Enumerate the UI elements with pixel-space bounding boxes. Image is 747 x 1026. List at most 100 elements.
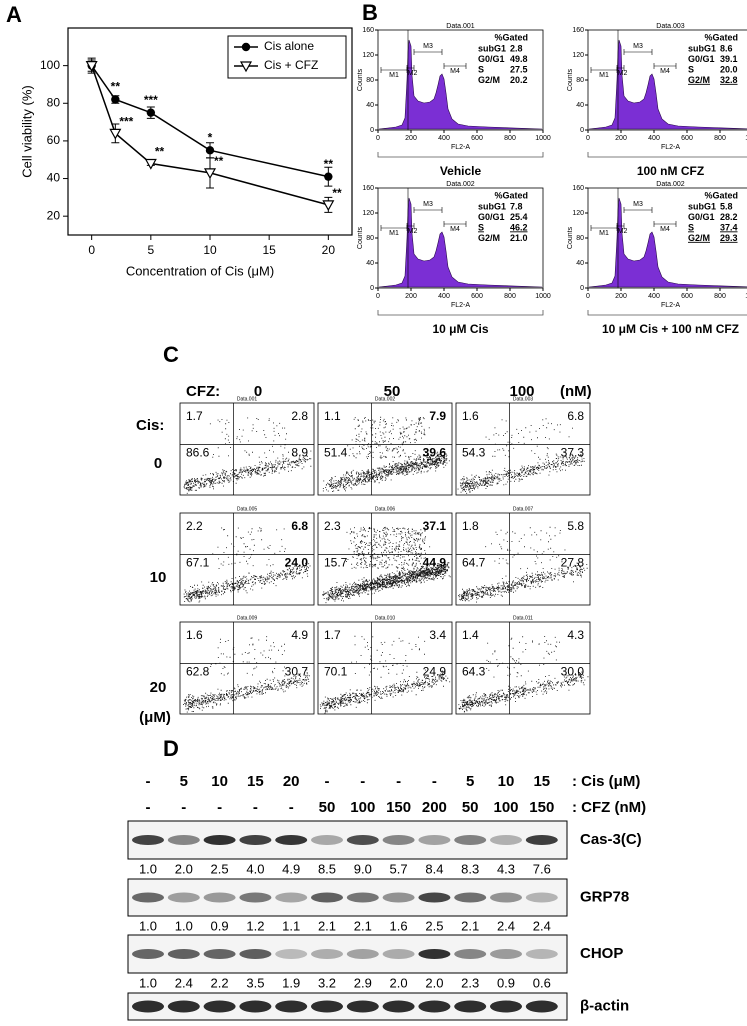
quadrant-value: 1.7 bbox=[186, 409, 203, 423]
cfz-dose: 100 bbox=[350, 799, 375, 816]
cis-label: Cis: bbox=[136, 417, 164, 434]
plot-frame bbox=[317, 621, 453, 715]
phase-value: 20.0 bbox=[720, 64, 738, 74]
band-quant: 2.5 bbox=[211, 861, 229, 876]
y-axis-label: Counts bbox=[567, 68, 574, 91]
band bbox=[454, 1000, 487, 1013]
band bbox=[275, 949, 308, 959]
band-quant: 2.5 bbox=[425, 918, 443, 933]
plot-title: Data.011 bbox=[513, 615, 533, 621]
y-tick-label: 40 bbox=[47, 171, 61, 185]
y-tick-label: 20 bbox=[47, 208, 61, 222]
panel-label: B bbox=[362, 0, 378, 25]
plot-title: Data.002 bbox=[375, 396, 396, 402]
phase-name: S bbox=[478, 64, 484, 74]
event-dots bbox=[183, 527, 311, 603]
quadrant-lines bbox=[180, 622, 314, 714]
band bbox=[525, 835, 558, 845]
phase-value: 5.8 bbox=[720, 201, 733, 211]
gate-label: M2 bbox=[618, 70, 628, 77]
phase-value: 27.5 bbox=[510, 64, 528, 74]
phase-name: S bbox=[478, 222, 484, 232]
legend-box bbox=[227, 35, 347, 79]
cis-row-label: : Cis (μM) bbox=[572, 773, 640, 790]
x-tick-label: 0 bbox=[88, 243, 95, 257]
cfz-level: 100 bbox=[509, 383, 534, 400]
x-tick-label: 400 bbox=[438, 135, 450, 142]
plot-frame bbox=[179, 621, 315, 715]
band-quant: 1.0 bbox=[139, 861, 157, 876]
gate-label: M4 bbox=[660, 226, 670, 233]
x-tick-label: 800 bbox=[714, 135, 726, 142]
band-quant: 2.1 bbox=[461, 918, 479, 933]
band-quant: 3.2 bbox=[318, 975, 336, 990]
band-quant: 1.0 bbox=[139, 975, 157, 990]
gate-label: M3 bbox=[633, 201, 643, 208]
gate-label: M1 bbox=[599, 230, 609, 237]
cfz-level: 50 bbox=[384, 383, 401, 400]
band bbox=[454, 949, 487, 959]
band-quant: 7.6 bbox=[533, 861, 551, 876]
y-tick-label: 160 bbox=[572, 185, 584, 192]
gated-title: %Gated bbox=[494, 32, 528, 42]
cis-level: 10 bbox=[150, 569, 167, 586]
quadrant-value: 27.8 bbox=[561, 556, 585, 570]
y-tick-label: 0 bbox=[370, 127, 374, 134]
y-tick-label: 80 bbox=[576, 235, 584, 242]
condition-label: Vehicle bbox=[440, 164, 482, 178]
significance: * bbox=[208, 130, 213, 144]
phase-name: G2/M bbox=[688, 75, 710, 85]
band bbox=[167, 892, 200, 903]
cfz-dose: 150 bbox=[386, 799, 411, 816]
cfz-dose: - bbox=[289, 799, 294, 816]
phase-name: G0/G1 bbox=[478, 212, 505, 222]
gated-title: %Gated bbox=[704, 190, 738, 200]
quadrant-value: 24.0 bbox=[285, 556, 309, 570]
band-quant: 1.1 bbox=[282, 918, 300, 933]
cfz-dose: 200 bbox=[422, 799, 447, 816]
band bbox=[346, 835, 379, 845]
phase-value: 20.2 bbox=[510, 75, 528, 85]
legend-label: Cis alone bbox=[264, 39, 314, 53]
x-tick-label: 0 bbox=[376, 293, 380, 300]
plot-frame bbox=[179, 512, 315, 606]
point bbox=[322, 200, 335, 212]
point bbox=[111, 95, 120, 104]
band-quant: 3.5 bbox=[246, 975, 264, 990]
gate-label: M1 bbox=[389, 72, 399, 79]
cfz-dose: 50 bbox=[462, 799, 479, 816]
plot-frame bbox=[455, 402, 591, 496]
gate-marker bbox=[413, 49, 443, 55]
x-tick-label: 0 bbox=[586, 293, 590, 300]
y-tick-label: 40 bbox=[576, 260, 584, 267]
plot-title: Data.010 bbox=[375, 615, 396, 621]
point bbox=[205, 146, 215, 155]
y-tick-label: 40 bbox=[366, 260, 374, 267]
cis-dose: 5 bbox=[466, 773, 474, 790]
significance: ** bbox=[111, 80, 121, 94]
x-tick-label: 600 bbox=[681, 135, 693, 142]
x-tick-label: 1000 bbox=[745, 293, 747, 300]
y-axis-label: Counts bbox=[357, 68, 364, 91]
condition-label: 10 μM Cis + 100 nM CFZ bbox=[602, 322, 739, 336]
gate-marker bbox=[406, 65, 415, 71]
gate-label: M3 bbox=[423, 201, 433, 208]
band-quant: 8.5 bbox=[318, 861, 336, 876]
band bbox=[239, 1000, 272, 1013]
phase-value: 46.2 bbox=[510, 222, 528, 232]
band-quant: 1.9 bbox=[282, 975, 300, 990]
plot-title: Data.002 bbox=[446, 181, 475, 188]
y-axis-label: Counts bbox=[357, 226, 364, 249]
quadrant-lines bbox=[456, 622, 590, 714]
phase-value: 37.4 bbox=[720, 222, 738, 232]
quadrant-value: 15.7 bbox=[324, 556, 348, 570]
gate-label: M4 bbox=[450, 226, 460, 233]
phase-value: 25.4 bbox=[510, 212, 528, 222]
band-quant: 0.9 bbox=[497, 975, 515, 990]
band-quant: 2.2 bbox=[211, 975, 229, 990]
quadrant-value: 67.1 bbox=[186, 556, 210, 570]
y-tick-label: 40 bbox=[366, 102, 374, 109]
plot-frame bbox=[317, 512, 453, 606]
panel-label: C bbox=[163, 342, 179, 367]
panel-label: D bbox=[163, 736, 179, 761]
